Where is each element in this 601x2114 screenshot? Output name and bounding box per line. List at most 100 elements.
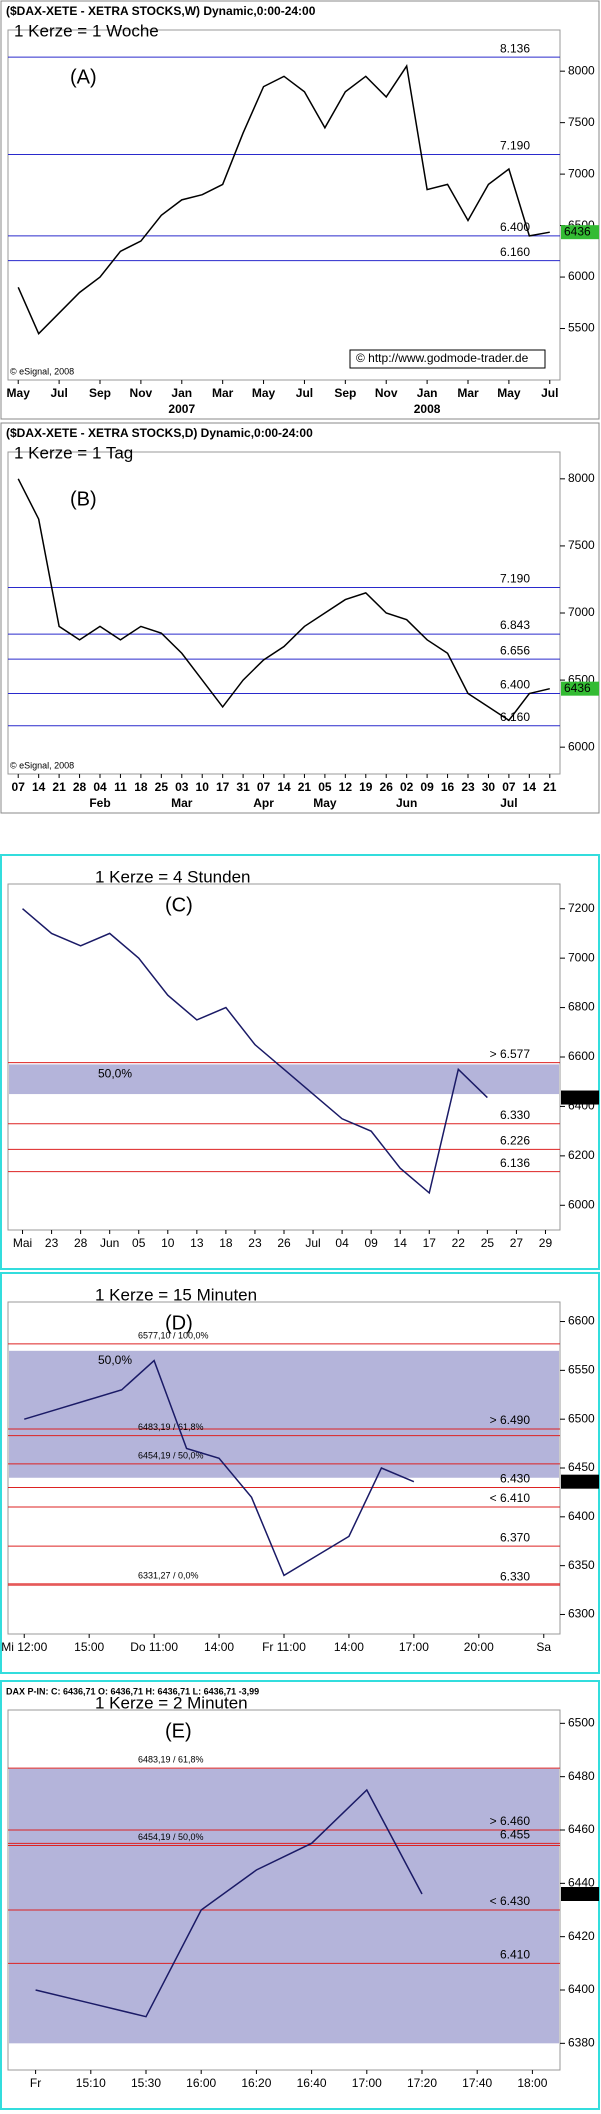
x-tick-label: 23 [248, 1236, 262, 1250]
y-tick-label: 8000 [568, 63, 595, 77]
fib-band [9, 1768, 559, 2044]
chart-title: DAX P-IN: C: 6436,71 O: 6436,71 H: 6436,… [6, 1686, 259, 1696]
y-tick-label: 6200 [568, 1148, 595, 1162]
x-tick-label: Jul [50, 386, 67, 400]
y-tick-label: 7500 [568, 538, 595, 552]
x-tick-label: 21 [298, 780, 312, 794]
panel-frame [0, 0, 600, 420]
y-tick-label: 7000 [568, 950, 595, 964]
x-tick-label: 17:00 [352, 2076, 382, 2090]
y-tick-label: 6600 [568, 1049, 595, 1063]
x-group-label: Jun [396, 796, 417, 810]
y-tick-label: 7000 [568, 605, 595, 619]
x-tick-label: Nov [375, 386, 398, 400]
last-price-label: 6436 [564, 224, 591, 238]
x-tick-label: Sep [89, 386, 111, 400]
level-label: 6454,19 / 50,0% [138, 1832, 204, 1842]
x-tick-label: 26 [380, 780, 394, 794]
x-tick-label: 15:30 [131, 2076, 161, 2090]
x-tick-label: 28 [74, 1236, 88, 1250]
level-label: 6.330 [500, 1108, 530, 1122]
x-tick-label: Jan [171, 386, 192, 400]
level-label: 6.455 [500, 1828, 530, 1842]
x-tick-label: 09 [420, 780, 434, 794]
x-tick-label: 14:00 [334, 1640, 364, 1654]
y-tick-label: 6350 [568, 1558, 595, 1572]
x-tick-label: 16 [441, 780, 455, 794]
y-tick-label: 6460 [568, 1822, 595, 1836]
y-tick-label: 6000 [568, 269, 595, 283]
plot-frame [7, 1709, 561, 2071]
x-tick-label: 15:10 [76, 2076, 106, 2090]
x-tick-label: Jan [417, 386, 438, 400]
price-line [22, 908, 488, 1195]
level-label: 6.843 [500, 618, 530, 632]
y-tick-label: 6400 [568, 1982, 595, 1996]
chart-title: ($DAX-XETE - XETRA STOCKS,W) Dynamic,0:0… [6, 4, 316, 18]
x-tick-label: 07 [257, 780, 271, 794]
y-tick-label: 6550 [568, 1363, 595, 1377]
x-tick-label: 16:40 [297, 2076, 327, 2090]
x-tick-label: 17 [216, 780, 230, 794]
x-tick-label: 22 [452, 1236, 466, 1250]
x-tick-label: Nov [130, 386, 153, 400]
chart-title: ($DAX-XETE - XETRA STOCKS,D) Dynamic,0:0… [6, 426, 313, 440]
x-group-label: Feb [89, 796, 110, 810]
level-label: 6.160 [500, 245, 530, 259]
y-tick-label: 7200 [568, 901, 595, 915]
source-note: © eSignal, 2008 [10, 760, 74, 770]
level-label: 6.400 [500, 220, 530, 234]
x-tick-label: 23 [45, 1236, 59, 1250]
x-tick-label: 17:20 [407, 2076, 437, 2090]
level-label: 6577,10 / 100,0% [138, 1330, 209, 1340]
fib-band [9, 1350, 559, 1478]
x-tick-label: 13 [190, 1236, 204, 1250]
panel-frame [0, 1272, 600, 1674]
level-label: 6331,27 / 0,0% [138, 1570, 199, 1580]
y-tick-label: 7500 [568, 115, 595, 129]
y-tick-label: 6300 [568, 1607, 595, 1621]
x-tick-label: 03 [175, 780, 189, 794]
x-tick-label: 27 [510, 1236, 524, 1250]
x-tick-label: 29 [539, 1236, 553, 1250]
y-tick-label: 6600 [568, 1314, 595, 1328]
x-tick-label: Sa [536, 1640, 551, 1654]
level-label: 6.160 [500, 710, 530, 724]
x-tick-label: Do 11:00 [130, 1640, 178, 1654]
y-tick-label: 6000 [568, 1197, 595, 1211]
last-price-badge [561, 225, 599, 240]
x-tick-label: 16:00 [186, 2076, 216, 2090]
level-label: > 6.490 [490, 1413, 531, 1427]
x-tick-label: 25 [481, 1236, 495, 1250]
last-price-badge [561, 681, 599, 696]
panel-frame [0, 422, 600, 814]
x-tick-label: 20:00 [464, 1640, 494, 1654]
x-tick-label: 14:00 [204, 1640, 234, 1654]
x-tick-label: Jul [305, 1236, 320, 1250]
band-label: 50,0% [98, 1353, 132, 1367]
plot-frame [7, 29, 561, 381]
y-tick-label: 8000 [568, 471, 595, 485]
x-tick-label: 18 [219, 1236, 233, 1250]
y-tick-label: 6440 [568, 1876, 595, 1890]
x-tick-label: 18 [134, 780, 148, 794]
x-group-label: Apr [253, 796, 274, 810]
level-label: 6483,19 / 61,8% [138, 1422, 204, 1432]
panel-label: (B) [70, 488, 97, 510]
x-tick-label: May [497, 386, 521, 400]
x-group-label: May [313, 796, 337, 810]
x-group-label: Jul [500, 796, 517, 810]
y-tick-label: 6500 [568, 1411, 595, 1425]
x-tick-label: 10 [161, 1236, 175, 1250]
x-tick-label: 14 [394, 1236, 408, 1250]
x-tick-label: Fr [30, 2076, 41, 2090]
y-tick-label: 6480 [568, 1769, 595, 1783]
chart-subtitle: 1 Kerze = 15 Minuten [95, 1285, 257, 1304]
x-tick-label: 16:20 [241, 2076, 271, 2090]
level-label: 6.410 [500, 1948, 530, 1962]
level-label: 6454,19 / 50,0% [138, 1450, 204, 1460]
y-tick-label: 6380 [568, 2036, 595, 2050]
last-price-label: 6436 [564, 1090, 591, 1104]
y-tick-label: 5500 [568, 321, 595, 335]
price-line [35, 1788, 423, 2018]
